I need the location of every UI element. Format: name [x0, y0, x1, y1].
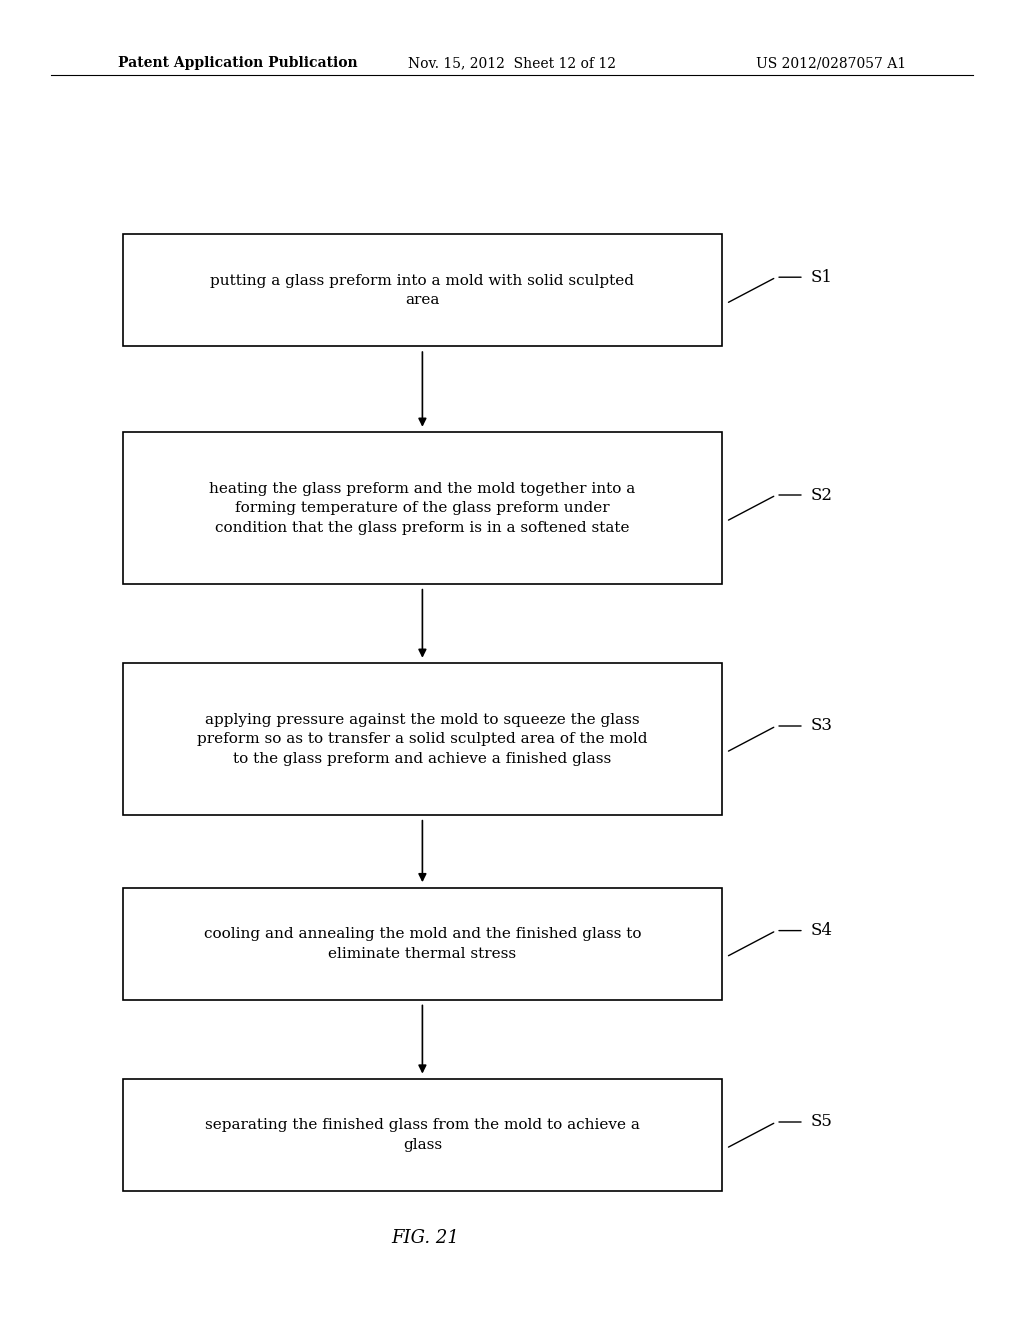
Text: putting a glass preform into a mold with solid sculpted
area: putting a glass preform into a mold with… — [210, 273, 635, 308]
Text: S4: S4 — [811, 923, 833, 939]
Text: S3: S3 — [811, 718, 833, 734]
Text: heating the glass preform and the mold together into a
forming temperature of th: heating the glass preform and the mold t… — [209, 482, 636, 535]
FancyBboxPatch shape — [123, 433, 722, 583]
Text: US 2012/0287057 A1: US 2012/0287057 A1 — [756, 57, 906, 70]
Text: S2: S2 — [811, 487, 833, 503]
FancyBboxPatch shape — [123, 663, 722, 814]
Text: S1: S1 — [811, 269, 833, 285]
Text: S5: S5 — [811, 1114, 833, 1130]
FancyBboxPatch shape — [123, 235, 722, 346]
Text: applying pressure against the mold to squeeze the glass
preform so as to transfe: applying pressure against the mold to sq… — [198, 713, 647, 766]
Text: Nov. 15, 2012  Sheet 12 of 12: Nov. 15, 2012 Sheet 12 of 12 — [408, 57, 616, 70]
Text: cooling and annealing the mold and the finished glass to
eliminate thermal stres: cooling and annealing the mold and the f… — [204, 927, 641, 961]
FancyBboxPatch shape — [123, 888, 722, 1001]
Text: FIG. 21: FIG. 21 — [391, 1229, 459, 1247]
Text: separating the finished glass from the mold to achieve a
glass: separating the finished glass from the m… — [205, 1118, 640, 1152]
FancyBboxPatch shape — [123, 1080, 722, 1191]
Text: Patent Application Publication: Patent Application Publication — [118, 57, 357, 70]
